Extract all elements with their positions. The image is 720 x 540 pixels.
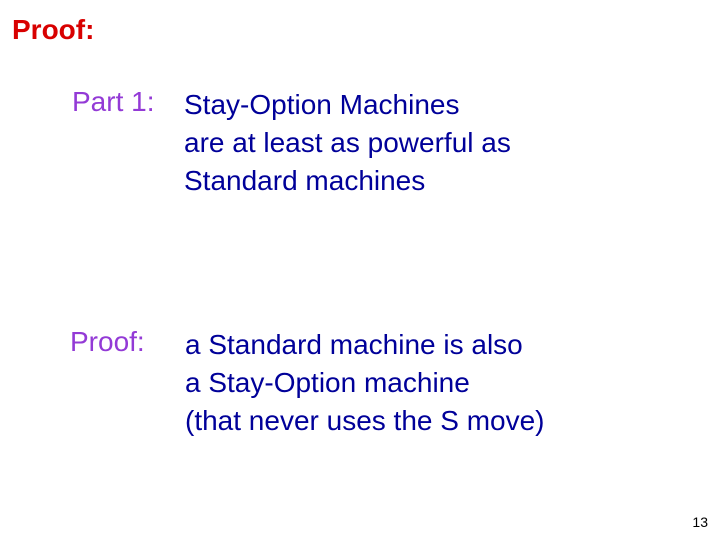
part1-body: Stay-Option Machines are at least as pow… (184, 86, 511, 199)
slide: Proof: Part 1: Stay-Option Machines are … (0, 0, 720, 540)
page-number: 13 (692, 514, 708, 530)
part1-label: Part 1: (72, 86, 154, 118)
proof-label: Proof: (70, 326, 145, 358)
proof-heading: Proof: (12, 14, 94, 46)
proof-body: a Standard machine is also a Stay-Option… (185, 326, 545, 439)
